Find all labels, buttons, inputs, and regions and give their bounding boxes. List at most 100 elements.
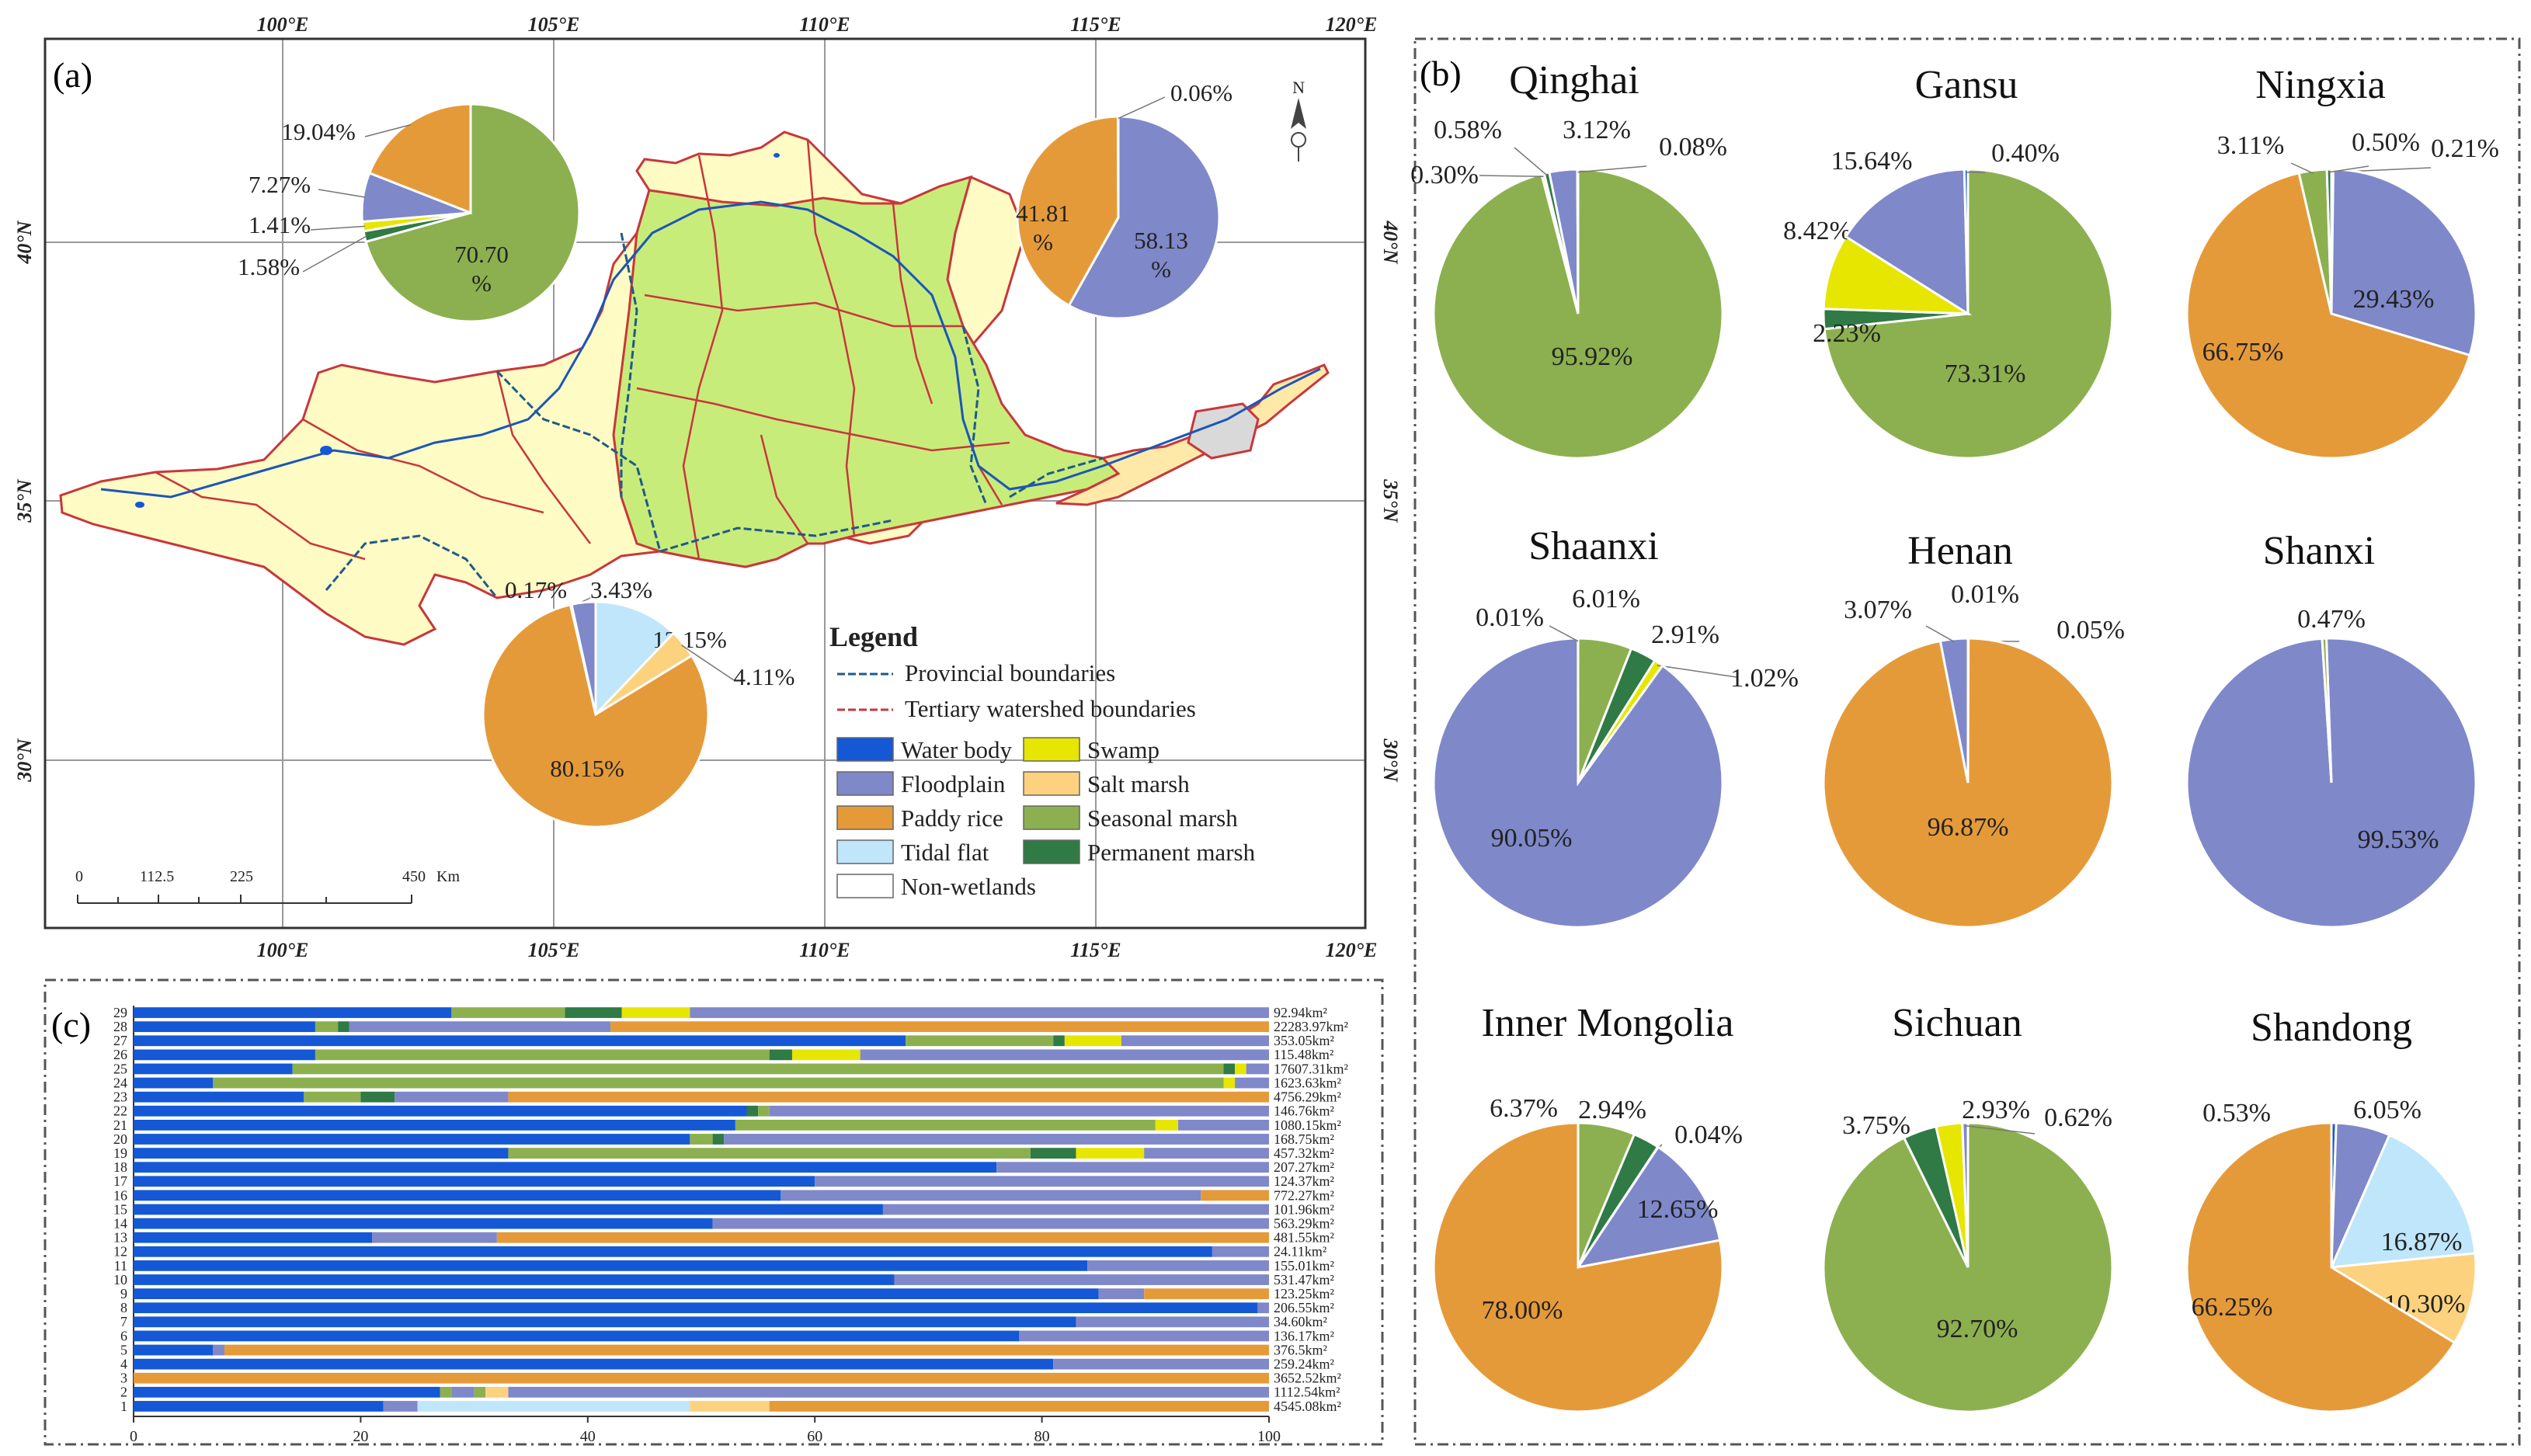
bar-row-label-23: 23: [113, 1089, 127, 1105]
bar-row-23-seg-3-floodplain: [395, 1091, 509, 1103]
bar-row-13-seg-2-paddy: [496, 1232, 1269, 1243]
bar-row-28-seg-0-water: [134, 1021, 315, 1033]
pie-henan: 0.01% 0.05% 96.87% 3.07%: [1822, 580, 2125, 929]
bar-row-area-19: 457.32km²: [1274, 1145, 1334, 1161]
bar-row-21-seg-0-water: [134, 1120, 735, 1131]
lat-tick-left-35: 35°N: [13, 478, 36, 523]
pie-shandong-slice-tidal-2: [2329, 1133, 2477, 1269]
bar-row-1-seg-3-salt: [690, 1401, 770, 1412]
bar-row-22-seg-2-seasonal: [758, 1105, 770, 1117]
bar-row-area-4: 259.24km²: [1274, 1357, 1334, 1372]
bar-row-26-seg-0-water: [134, 1049, 315, 1061]
bar-row-22-seg-0-water: [134, 1105, 747, 1117]
bar-row-13-seg-1-floodplain: [372, 1232, 497, 1243]
bar-row-9-seg-1-floodplain: [1098, 1288, 1145, 1299]
scale-tick-1: 112.5: [140, 868, 174, 885]
bar-row-17-seg-0-water: [134, 1176, 815, 1187]
pie-sichuan-slice-floodplain-3: [1961, 1121, 1970, 1268]
bar-row-14-seg-0-water: [134, 1218, 713, 1229]
pie-title-shandong: Shandong: [2251, 1006, 2412, 1050]
bar-row-1-seg-2-tidal: [417, 1401, 690, 1412]
bar-row-4-seg-1-floodplain: [1053, 1358, 1269, 1370]
pie-shaanxi-leader-4: [1549, 625, 1579, 642]
pie-upper-slice-paddy-4: [367, 103, 472, 215]
pie-shaanxi-label-0: 6.01%: [1572, 585, 1640, 613]
bar-row-19-seg-0-water: [134, 1148, 509, 1159]
pie-henan-label-1: 0.05%: [2056, 616, 2125, 645]
bar-row-label-29: 29: [113, 1005, 127, 1020]
legend-label-tidal-flat: Tidal flat: [901, 839, 989, 866]
pie-innermongolia-label-2: 0.04%: [1674, 1121, 1743, 1149]
scale-bar: 0 112.5 225 450 Km: [75, 868, 460, 904]
pie-upper-leader-2: [310, 225, 365, 231]
pie-gansu-label-3: 15.64%: [1831, 147, 1913, 175]
lon-ticks-top: 100°E 105°E 110°E 115°E 120°E: [257, 13, 1378, 36]
panel-c-frame: [43, 978, 1384, 1446]
pie-qinghai-label-1: 0.30%: [1410, 161, 1479, 189]
bar-row-11-seg-0-water: [134, 1260, 1088, 1271]
pie-innermongolia-label-4: 78.00%: [1482, 1296, 1563, 1325]
bar-row-20-seg-3-floodplain: [724, 1134, 1269, 1145]
map-legend: Legend Provincial boundaries Tertiary wa…: [829, 621, 1256, 900]
bar-row-label-12: 12: [113, 1244, 127, 1260]
pie-qinghai-label-0: 95.92%: [1552, 342, 1633, 371]
bar-row-area-13: 481.55km²: [1274, 1230, 1334, 1246]
bar-row-2-seg-2-floodplain: [451, 1386, 475, 1398]
pie-middle-label-3: 0.17%: [505, 576, 567, 603]
bar-row-12-seg-1-floodplain: [1212, 1246, 1269, 1257]
estuary-area: [1187, 402, 1260, 460]
pie-ningxia: 0.21% 29.43% 66.75% 3.11% 0.50%: [2185, 128, 2499, 460]
lon-tick-top-115: 115°E: [1070, 13, 1121, 36]
bar-x-tick-60: 60: [807, 1428, 822, 1445]
bar-row-26-seg-3-swamp: [791, 1049, 860, 1061]
pie-innermongolia-slice-paddy-4: [1432, 1121, 1724, 1413]
bar-row-20-seg-0-water: [134, 1134, 690, 1145]
bar-row-25-seg-4-floodplain: [1246, 1063, 1269, 1075]
bar-row-21-seg-1-seasonal: [735, 1120, 1156, 1131]
pie-lower-label-1-line-0: 41.81: [1016, 200, 1070, 227]
bar-row-26-seg-4-floodplain: [860, 1049, 1269, 1061]
pie-qinghai-slice-water-4: [1576, 168, 1580, 314]
lon-tick-top-105: 105°E: [528, 13, 580, 36]
bar-row-27-seg-0-water: [134, 1035, 906, 1047]
bar-row-23-seg-1-seasonal: [304, 1091, 361, 1103]
pie-upper-label-1: 1.58%: [238, 253, 300, 280]
bar-row-18-seg-1-floodplain: [996, 1162, 1269, 1173]
pie-ningxia-label-0: 0.21%: [2431, 134, 2499, 163]
pie-title-qinghai: Qinghai: [1509, 58, 1639, 103]
pie-qinghai: 95.92% 0.30% 0.58% 3.12% 0.08%: [1410, 116, 1727, 460]
pie-middle-label-2: 80.15%: [550, 755, 624, 782]
bar-row-label-11: 11: [114, 1258, 127, 1274]
pie-shandong-slice-salt-3: [2328, 1252, 2477, 1345]
bar-row-area-22: 146.76km²: [1274, 1103, 1334, 1119]
legend-label-seasonal-marsh: Seasonal marsh: [1087, 804, 1238, 832]
bar-row-label-17: 17: [113, 1173, 127, 1189]
pie-lower-label-2: 0.06%: [1170, 79, 1232, 106]
bar-x-tick-80: 80: [1034, 1428, 1050, 1445]
pie-middle-slice-tidal-0: [594, 600, 676, 718]
pie-ningxia-label-4: 0.50%: [2352, 128, 2420, 157]
pie-shandong-label-1: 6.05%: [2353, 1096, 2421, 1124]
bar-row-area-5: 376.5km²: [1274, 1342, 1327, 1357]
pie-upper-label-2: 1.41%: [249, 211, 311, 238]
panel-b-label: (b): [1420, 54, 1462, 93]
bar-row-label-5: 5: [120, 1342, 127, 1357]
bar-row-area-25: 17607.31km²: [1274, 1061, 1348, 1076]
bar-row-8-seg-1-floodplain: [1257, 1302, 1269, 1314]
bar-row-area-17: 124.37km²: [1274, 1173, 1334, 1189]
scale-tick-3: 450: [402, 868, 426, 885]
bar-row-label-3: 3: [120, 1371, 127, 1386]
bar-row-4-seg-0-water: [134, 1358, 1054, 1370]
bar-row-area-15: 101.96km²: [1274, 1201, 1334, 1217]
pie-upper-label-0-line-1: %: [471, 269, 492, 297]
bar-row-16-seg-1-floodplain: [781, 1190, 1201, 1201]
main-river: [100, 200, 1321, 499]
pie-upper-leader-4: [364, 123, 411, 137]
bar-row-label-14: 14: [113, 1215, 127, 1231]
legend-label-paddy-rice: Paddy rice: [901, 804, 1003, 832]
bar-row-24-seg-1-seasonal: [213, 1077, 1224, 1089]
bar-row-9-seg-2-paddy: [1144, 1288, 1269, 1299]
pie-gansu-label-1: 2.23%: [1813, 319, 1881, 348]
panel-b-frame: [1413, 37, 2521, 1446]
bar-row-area-7: 34.60km²: [1274, 1314, 1327, 1329]
